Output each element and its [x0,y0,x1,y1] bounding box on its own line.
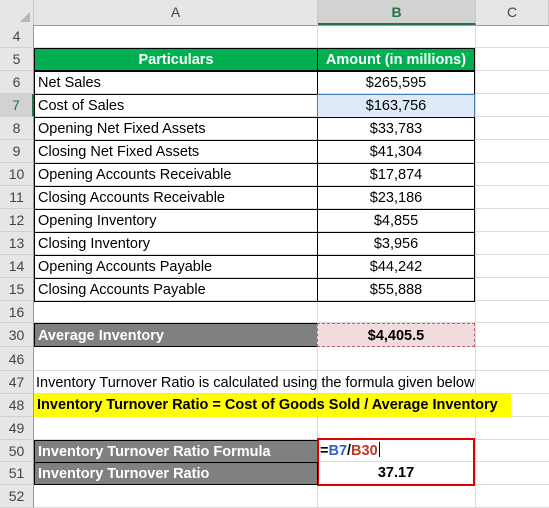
table-row-value[interactable]: $3,956 [317,232,475,256]
average-inventory-label[interactable]: Average Inventory [34,323,318,347]
formula-ref-b7: B7 [328,443,348,459]
table-row-label[interactable]: Closing Accounts Receivable [34,186,318,210]
grid-line-horizontal [34,93,549,94]
row-header-15[interactable]: 15 [0,278,34,301]
table-row-value[interactable]: $17,874 [317,163,475,187]
grid-line-horizontal [34,208,549,209]
column-header-b[interactable]: B [318,0,476,25]
row-header-8[interactable]: 8 [0,117,34,140]
table-row-value[interactable]: $55,888 [317,278,475,302]
table-row-label[interactable]: Opening Accounts Payable [34,255,318,279]
row-header-52[interactable]: 52 [0,485,34,508]
ratio-result-label[interactable]: Inventory Turnover Ratio [34,462,318,485]
ratio-result-value[interactable]: 37.17 [377,465,415,481]
row-header-10[interactable]: 10 [0,163,34,186]
row-header-9[interactable]: 9 [0,140,34,163]
table-row-value[interactable]: $41,304 [317,140,475,164]
row-header-11[interactable]: 11 [0,186,34,209]
row-header-50[interactable]: 50 [0,440,34,462]
row-header-14[interactable]: 14 [0,255,34,278]
grid-line-horizontal [34,254,549,255]
average-inventory-value[interactable]: $4,405.5 [317,323,475,347]
grid-line-horizontal [34,277,549,278]
row-header-48[interactable]: 48 [0,394,34,417]
row-header-6[interactable]: 6 [0,71,34,94]
row-header-47[interactable]: 47 [0,371,34,394]
grid-line-horizontal [34,300,549,301]
formula-equals: = [320,443,329,459]
column-header-c[interactable]: C [476,0,549,25]
table-row-label[interactable]: Opening Net Fixed Assets [34,117,318,141]
row-header-7[interactable]: 7 [0,94,34,117]
table-row-label[interactable]: Closing Inventory [34,232,318,256]
row-header-4[interactable]: 4 [0,25,34,48]
select-all-corner[interactable] [0,0,34,25]
table-row-label[interactable]: Closing Accounts Payable [34,278,318,302]
row-header-46[interactable]: 46 [0,347,34,371]
ratio-formula-cell[interactable]: =B7/B30 [320,440,470,462]
formula-description[interactable]: Inventory Turnover Ratio = Cost of Goods… [34,394,511,417]
table-row-label[interactable]: Opening Accounts Receivable [34,163,318,187]
table-row-label[interactable]: Net Sales [34,71,318,95]
table-row-label[interactable]: Closing Net Fixed Assets [34,140,318,164]
grid-line-horizontal [34,439,549,440]
table-row-label[interactable]: Cost of Sales [34,94,318,118]
grid-line-horizontal [34,162,549,163]
formula-note[interactable]: Inventory Turnover Ratio is calculated u… [36,375,475,391]
table-row-value[interactable]: $23,186 [317,186,475,210]
grid-line-horizontal [34,47,549,48]
row-header-49[interactable]: 49 [0,417,34,440]
formula-cell-outline [317,438,475,486]
table-header-particulars[interactable]: Particulars [34,48,318,71]
table-row-value[interactable]: $4,855 [317,209,475,233]
grid-line-horizontal [34,185,549,186]
row-header-13[interactable]: 13 [0,232,34,255]
text-cursor [378,442,380,457]
table-row-value[interactable]: $44,242 [317,255,475,279]
table-row-label[interactable]: Opening Inventory [34,209,318,233]
grid-line-horizontal [34,116,549,117]
table-row-value[interactable]: $33,783 [317,117,475,141]
table-header-amount[interactable]: Amount (in millions) [317,48,475,71]
row-header-16[interactable]: 16 [0,301,34,323]
row-header-51[interactable]: 51 [0,462,34,485]
formula-ref-b30: B30 [351,443,378,459]
column-header-a[interactable]: A [34,0,318,25]
formula-operator: / [347,443,352,459]
grid-line-horizontal [34,231,549,232]
table-row-value[interactable]: $265,595 [317,71,475,95]
row-header-12[interactable]: 12 [0,209,34,232]
grid-line-horizontal [34,322,549,323]
select-all-icon [20,12,30,22]
grid-line-horizontal [34,139,549,140]
selected-cell-b7[interactable]: $163,756 [317,94,475,118]
grid-line-horizontal [34,370,549,371]
grid-line-horizontal [34,393,549,394]
grid-line-vertical [475,25,476,508]
ratio-formula-label[interactable]: Inventory Turnover Ratio Formula [34,440,318,463]
row-header-30[interactable]: 30 [0,323,34,347]
row-header-5[interactable]: 5 [0,48,34,71]
